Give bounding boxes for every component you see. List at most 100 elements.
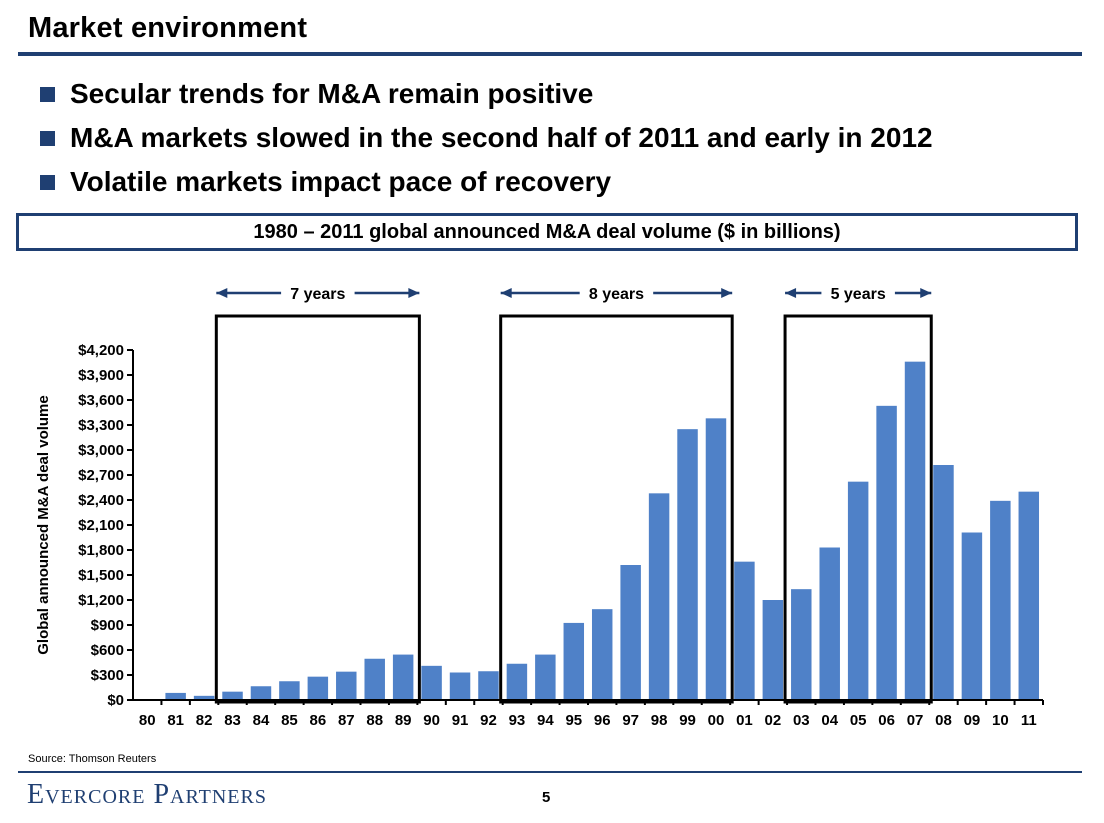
period-box-3 (783, 314, 933, 704)
y-tick-label: $4,200 (78, 342, 124, 359)
bar-87 (336, 671, 357, 700)
bar-98 (648, 493, 670, 700)
y-tick-label: $0 (107, 692, 124, 709)
x-tick-label-91: 91 (452, 712, 469, 729)
x-tick-label-84: 84 (253, 712, 270, 729)
y-tick-label: $2,400 (78, 492, 124, 509)
bullet-square-icon (40, 174, 55, 190)
y-tick-label: $900 (91, 617, 124, 634)
bar-02 (762, 600, 784, 700)
x-tick-label-08: 08 (935, 712, 952, 729)
x-tick-label-85: 85 (281, 712, 298, 729)
x-tick-label-93: 93 (509, 712, 526, 729)
bar-85 (279, 681, 300, 700)
chart-title-box: 1980 – 2011 global announced M&A deal vo… (16, 213, 1078, 251)
period-label-1: 7 years (290, 286, 345, 303)
x-tick-label-05: 05 (850, 712, 867, 729)
x-tick-label-03: 03 (793, 712, 810, 729)
period-3-left-arrow-icon (785, 288, 797, 298)
y-tick-label: $3,300 (78, 417, 124, 434)
bullet-item: Secular trends for M&A remain positive (40, 72, 933, 116)
y-tick-label: $2,100 (78, 517, 124, 534)
x-tick-label-87: 87 (338, 712, 355, 729)
x-tick-label-81: 81 (167, 712, 184, 729)
bar-04 (819, 547, 840, 700)
bar-99 (677, 429, 698, 700)
x-tick-label-92: 92 (480, 712, 497, 729)
bar-92 (478, 671, 499, 700)
bar-84 (250, 686, 272, 700)
bar-00 (705, 418, 727, 700)
x-tick-label-97: 97 (622, 712, 639, 729)
x-tick-label-83: 83 (224, 712, 241, 729)
bar-06 (876, 405, 897, 700)
bar-83 (222, 691, 243, 700)
y-tick-label: $3,900 (78, 367, 124, 384)
bar-91 (449, 672, 471, 700)
period-3-right-arrow-icon (920, 288, 932, 298)
bullet-item: Volatile markets impact pace of recovery (40, 160, 933, 204)
page-number: 5 (542, 789, 551, 806)
source-note: Source: Thomson Reuters (28, 753, 157, 765)
x-tick-label-98: 98 (651, 712, 668, 729)
bar-01 (734, 561, 755, 700)
y-tick-label: $3,600 (78, 392, 124, 409)
y-tick-label: $3,000 (78, 442, 124, 459)
x-tick-label-82: 82 (196, 712, 213, 729)
period-1-left-arrow-icon (216, 288, 228, 298)
title-divider (18, 52, 1082, 56)
y-axis-label: Global announced M&A deal volume (35, 395, 52, 654)
y-tick-label: $300 (91, 667, 124, 684)
bar-93 (506, 663, 528, 700)
period-label-3: 5 years (831, 286, 886, 303)
x-tick-label-99: 99 (679, 712, 696, 729)
bullet-square-icon (40, 130, 55, 146)
bar-81 (165, 692, 186, 700)
period-1-right-arrow-icon (408, 288, 420, 298)
bar-10 (990, 500, 1011, 700)
footer-divider (18, 771, 1082, 773)
period-2-left-arrow-icon (500, 288, 512, 298)
bar-09 (961, 532, 983, 700)
x-tick-label-07: 07 (907, 712, 924, 729)
y-tick-label: $1,500 (78, 567, 124, 584)
bullet-text: Secular trends for M&A remain positive (70, 78, 594, 109)
x-tick-label-10: 10 (992, 712, 1009, 729)
y-tick-label: $1,200 (78, 592, 124, 609)
x-tick-label-88: 88 (366, 712, 383, 729)
x-tick-label-90: 90 (423, 712, 440, 729)
page-title: Market environment (28, 12, 308, 44)
x-tick-label-94: 94 (537, 712, 554, 729)
brand-logo: Evercore Partners (27, 779, 267, 810)
bar-95 (563, 622, 585, 700)
y-tick-label: $2,700 (78, 467, 124, 484)
bar-94 (535, 654, 556, 700)
x-tick-label-04: 04 (821, 712, 838, 729)
x-tick-label-86: 86 (310, 712, 327, 729)
x-tick-label-00: 00 (708, 712, 725, 729)
bar-08 (933, 465, 954, 700)
chart-title: 1980 – 2011 global announced M&A deal vo… (253, 220, 841, 243)
x-tick-label-96: 96 (594, 712, 611, 729)
x-tick-label-09: 09 (964, 712, 981, 729)
deal-volume-chart: 7 years 8 years 5 years $0 $300 $600 $900 $1,20… (35, 286, 1044, 729)
y-tick-label: $600 (91, 642, 124, 659)
bullet-text: Volatile markets impact pace of recovery (70, 166, 612, 197)
x-tick-label-06: 06 (878, 712, 895, 729)
period-2-right-arrow-icon (721, 288, 733, 298)
bar-07 (904, 361, 926, 700)
bar-11 (1018, 491, 1040, 700)
y-tick-label: $1,800 (78, 542, 124, 559)
bullet-item: M&A markets slowed in the second half of… (40, 116, 933, 160)
period-box-1 (214, 314, 421, 704)
bullet-square-icon (40, 86, 55, 102)
period-label-2: 8 years (589, 286, 644, 303)
bar-86 (307, 676, 329, 700)
x-tick-label-80: 80 (139, 712, 156, 729)
bullet-text: M&A markets slowed in the second half of… (70, 122, 933, 153)
x-tick-label-01: 01 (736, 712, 753, 729)
bar-05 (847, 481, 869, 700)
bar-90 (421, 665, 442, 700)
bar-88 (364, 658, 385, 700)
bar-97 (620, 565, 641, 700)
